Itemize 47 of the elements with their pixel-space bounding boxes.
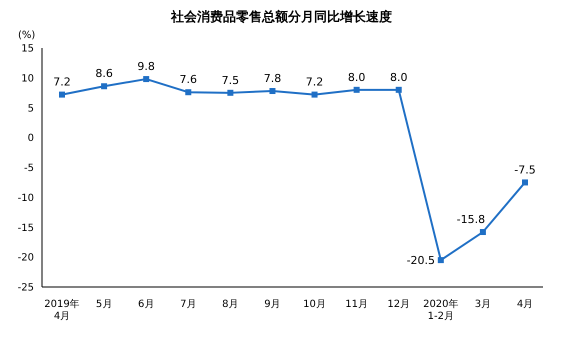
y-tick-label: 10 [21, 73, 34, 84]
data-label: 7.6 [180, 73, 198, 86]
point [269, 88, 276, 94]
point [227, 90, 234, 96]
data-label: 8.0 [390, 70, 408, 84]
x-tick-label: 2020年 1-2月 [423, 298, 459, 322]
x-tick-label: 11月 [345, 299, 368, 310]
data-label: 7.2 [53, 76, 71, 89]
point [396, 86, 402, 93]
data-label: -7.5 [514, 163, 536, 176]
x-tick-label: 8月 [222, 299, 239, 310]
point [101, 83, 108, 90]
x-tick-label: 6月 [138, 299, 154, 310]
point [143, 76, 150, 82]
y-tick-label: 15 [21, 44, 34, 55]
data-label: 7.5 [222, 74, 240, 87]
point [522, 179, 528, 186]
x-tick-label: 3月 [474, 299, 492, 310]
chart-title: 社会消费品零售总额分月同比增长速度 [170, 8, 393, 27]
x-tick-label: 10月 [303, 299, 326, 310]
x-tick-label: 4月 [516, 299, 534, 310]
data-label: 9.8 [137, 60, 155, 74]
x-tick-label: 7月 [180, 299, 196, 310]
y-tick-label: -20 [18, 252, 34, 264]
data-label: -20.5 [406, 254, 436, 268]
y-axis-title: (%) [18, 30, 36, 41]
point [480, 229, 486, 236]
x-tick-label: 9月 [264, 299, 281, 310]
data-label: 7.2 [306, 76, 324, 89]
data-label: -15.8 [456, 213, 486, 226]
point [59, 92, 65, 98]
y-tick-label: -5 [24, 163, 34, 174]
x-tick-label: 5月 [96, 299, 112, 310]
y-tick-label: 5 [28, 103, 34, 114]
data-label: 7.8 [264, 72, 282, 86]
point [438, 257, 444, 264]
x-tick-label: 12月 [387, 299, 410, 310]
point [185, 89, 192, 96]
data-label: 8.6 [95, 67, 113, 80]
x-tick-label: 2019年 4月 [44, 298, 80, 322]
y-tick-label: -25 [18, 282, 34, 294]
data-label: 8.0 [348, 70, 366, 84]
y-tick-label: -10 [18, 192, 34, 204]
point [354, 86, 360, 93]
y-tick-label: 0 [28, 133, 34, 144]
y-tick-label: -15 [18, 222, 34, 234]
point [312, 92, 318, 98]
